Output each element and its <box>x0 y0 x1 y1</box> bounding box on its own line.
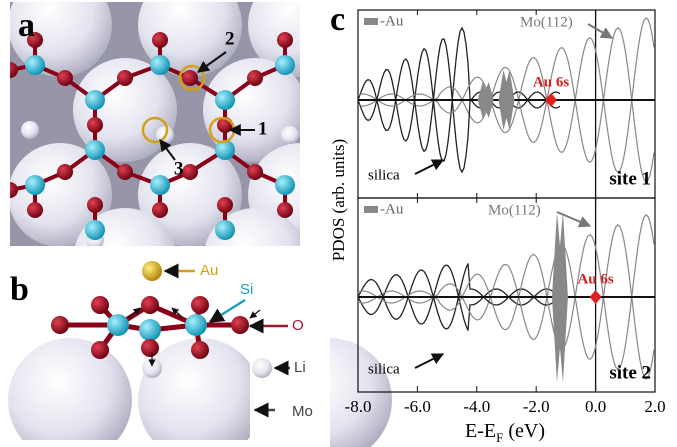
o-atom <box>152 32 168 48</box>
mo-curve <box>358 215 654 369</box>
o-atom <box>2 62 18 78</box>
si-atom <box>85 90 105 110</box>
atom-label: Si <box>240 281 253 298</box>
o-atom <box>51 316 69 334</box>
au-6s-marker <box>545 93 557 107</box>
au-pdos <box>552 212 568 382</box>
o-atom <box>247 70 263 86</box>
x-tick-label: 2.0 <box>644 397 665 416</box>
site-label: 2 <box>225 28 235 49</box>
o-atom <box>277 32 293 48</box>
site-label: site 1 <box>609 168 651 189</box>
si-atom <box>215 90 235 110</box>
displacement <box>250 310 260 318</box>
film-label: silica <box>368 361 400 377</box>
film-label: silica <box>368 167 400 183</box>
o-atom <box>247 164 263 180</box>
atom-label: Au <box>200 262 218 279</box>
o-atom <box>182 164 198 180</box>
o-atom <box>27 202 43 218</box>
o-atom <box>231 316 249 334</box>
o-atom <box>141 339 159 357</box>
site-label: 1 <box>258 118 268 139</box>
substrate-label: Mo(112) <box>520 14 573 30</box>
arrow <box>415 354 443 368</box>
o-atom <box>91 296 109 314</box>
legend-swatch <box>364 206 378 213</box>
x-tick-label: -2.0 <box>523 397 550 416</box>
y-axis-label: PDOS (arb. units) <box>329 139 348 261</box>
panel-a-structure <box>2 0 352 312</box>
o-atom <box>141 296 159 314</box>
orbital-label: Au 6s <box>577 271 613 287</box>
o-atom <box>117 70 133 86</box>
x-tick-label: -6.0 <box>404 397 431 416</box>
si-atom <box>25 175 45 195</box>
o-atom <box>57 70 73 86</box>
arrow <box>415 160 443 174</box>
si-atom <box>185 314 207 336</box>
mo-atom <box>8 338 132 447</box>
o-atom <box>217 197 233 213</box>
o-atom <box>191 341 209 359</box>
legend-swatch <box>364 18 378 25</box>
o-atom <box>87 197 103 213</box>
x-axis-label: E-EF (eV) <box>465 420 545 446</box>
atom-label: Mo <box>292 403 313 420</box>
au-atom <box>142 261 162 281</box>
atom-label: O <box>292 317 304 334</box>
orbital-label: Au 6s <box>533 74 569 90</box>
mo-curve <box>358 225 654 379</box>
arrow <box>588 24 612 38</box>
site-label: site 2 <box>609 362 651 383</box>
legend-label: -Au <box>380 201 404 217</box>
o-atom <box>191 296 209 314</box>
si-atom <box>275 175 295 195</box>
si-atom <box>150 175 170 195</box>
x-axis-label-unit: (eV) <box>508 420 545 442</box>
panel-b: b Au Si O Li Mo <box>0 261 392 447</box>
x-axis-label-subscript: F <box>496 430 503 445</box>
au-pdos <box>499 70 515 130</box>
legend-label: -Au <box>380 13 404 29</box>
substrate-label: Mo(112) <box>488 202 541 218</box>
x-tick-label: -8.0 <box>345 397 372 416</box>
si-atom <box>85 220 105 240</box>
o-atom <box>2 182 18 198</box>
mask <box>250 330 330 447</box>
si-atom <box>215 140 235 160</box>
panel-label: a <box>18 7 35 44</box>
au-6s-marker <box>590 290 602 304</box>
o-atom <box>57 164 73 180</box>
x-axis-label-main: E-E <box>465 420 496 442</box>
si-atom <box>107 314 129 336</box>
si-atom <box>25 55 45 75</box>
o-atom <box>87 117 103 133</box>
panel-a: a 2 1 3 <box>2 0 352 312</box>
o-atom <box>91 341 109 359</box>
site-label: 3 <box>174 158 184 179</box>
li-atom <box>21 121 39 139</box>
atom-label: Li <box>294 359 306 376</box>
panel-label: c <box>330 1 345 38</box>
o-atom <box>117 164 133 180</box>
si-atom <box>275 55 295 75</box>
o-atom <box>152 202 168 218</box>
si-atom <box>215 220 235 240</box>
x-tick-label: -4.0 <box>463 397 490 416</box>
figure: a 2 1 3 b Au Si O Li Mo c PDOS (arb. units) E-EF (e… <box>0 0 677 447</box>
si-atom <box>139 319 161 341</box>
li-atom <box>281 126 299 144</box>
o-atom <box>182 70 198 86</box>
o-atom <box>277 202 293 218</box>
x-tick-label: 0.0 <box>585 397 606 416</box>
li-atom <box>252 358 272 378</box>
si-atom <box>150 55 170 75</box>
panel-label: b <box>10 271 29 308</box>
si-atom <box>85 140 105 160</box>
